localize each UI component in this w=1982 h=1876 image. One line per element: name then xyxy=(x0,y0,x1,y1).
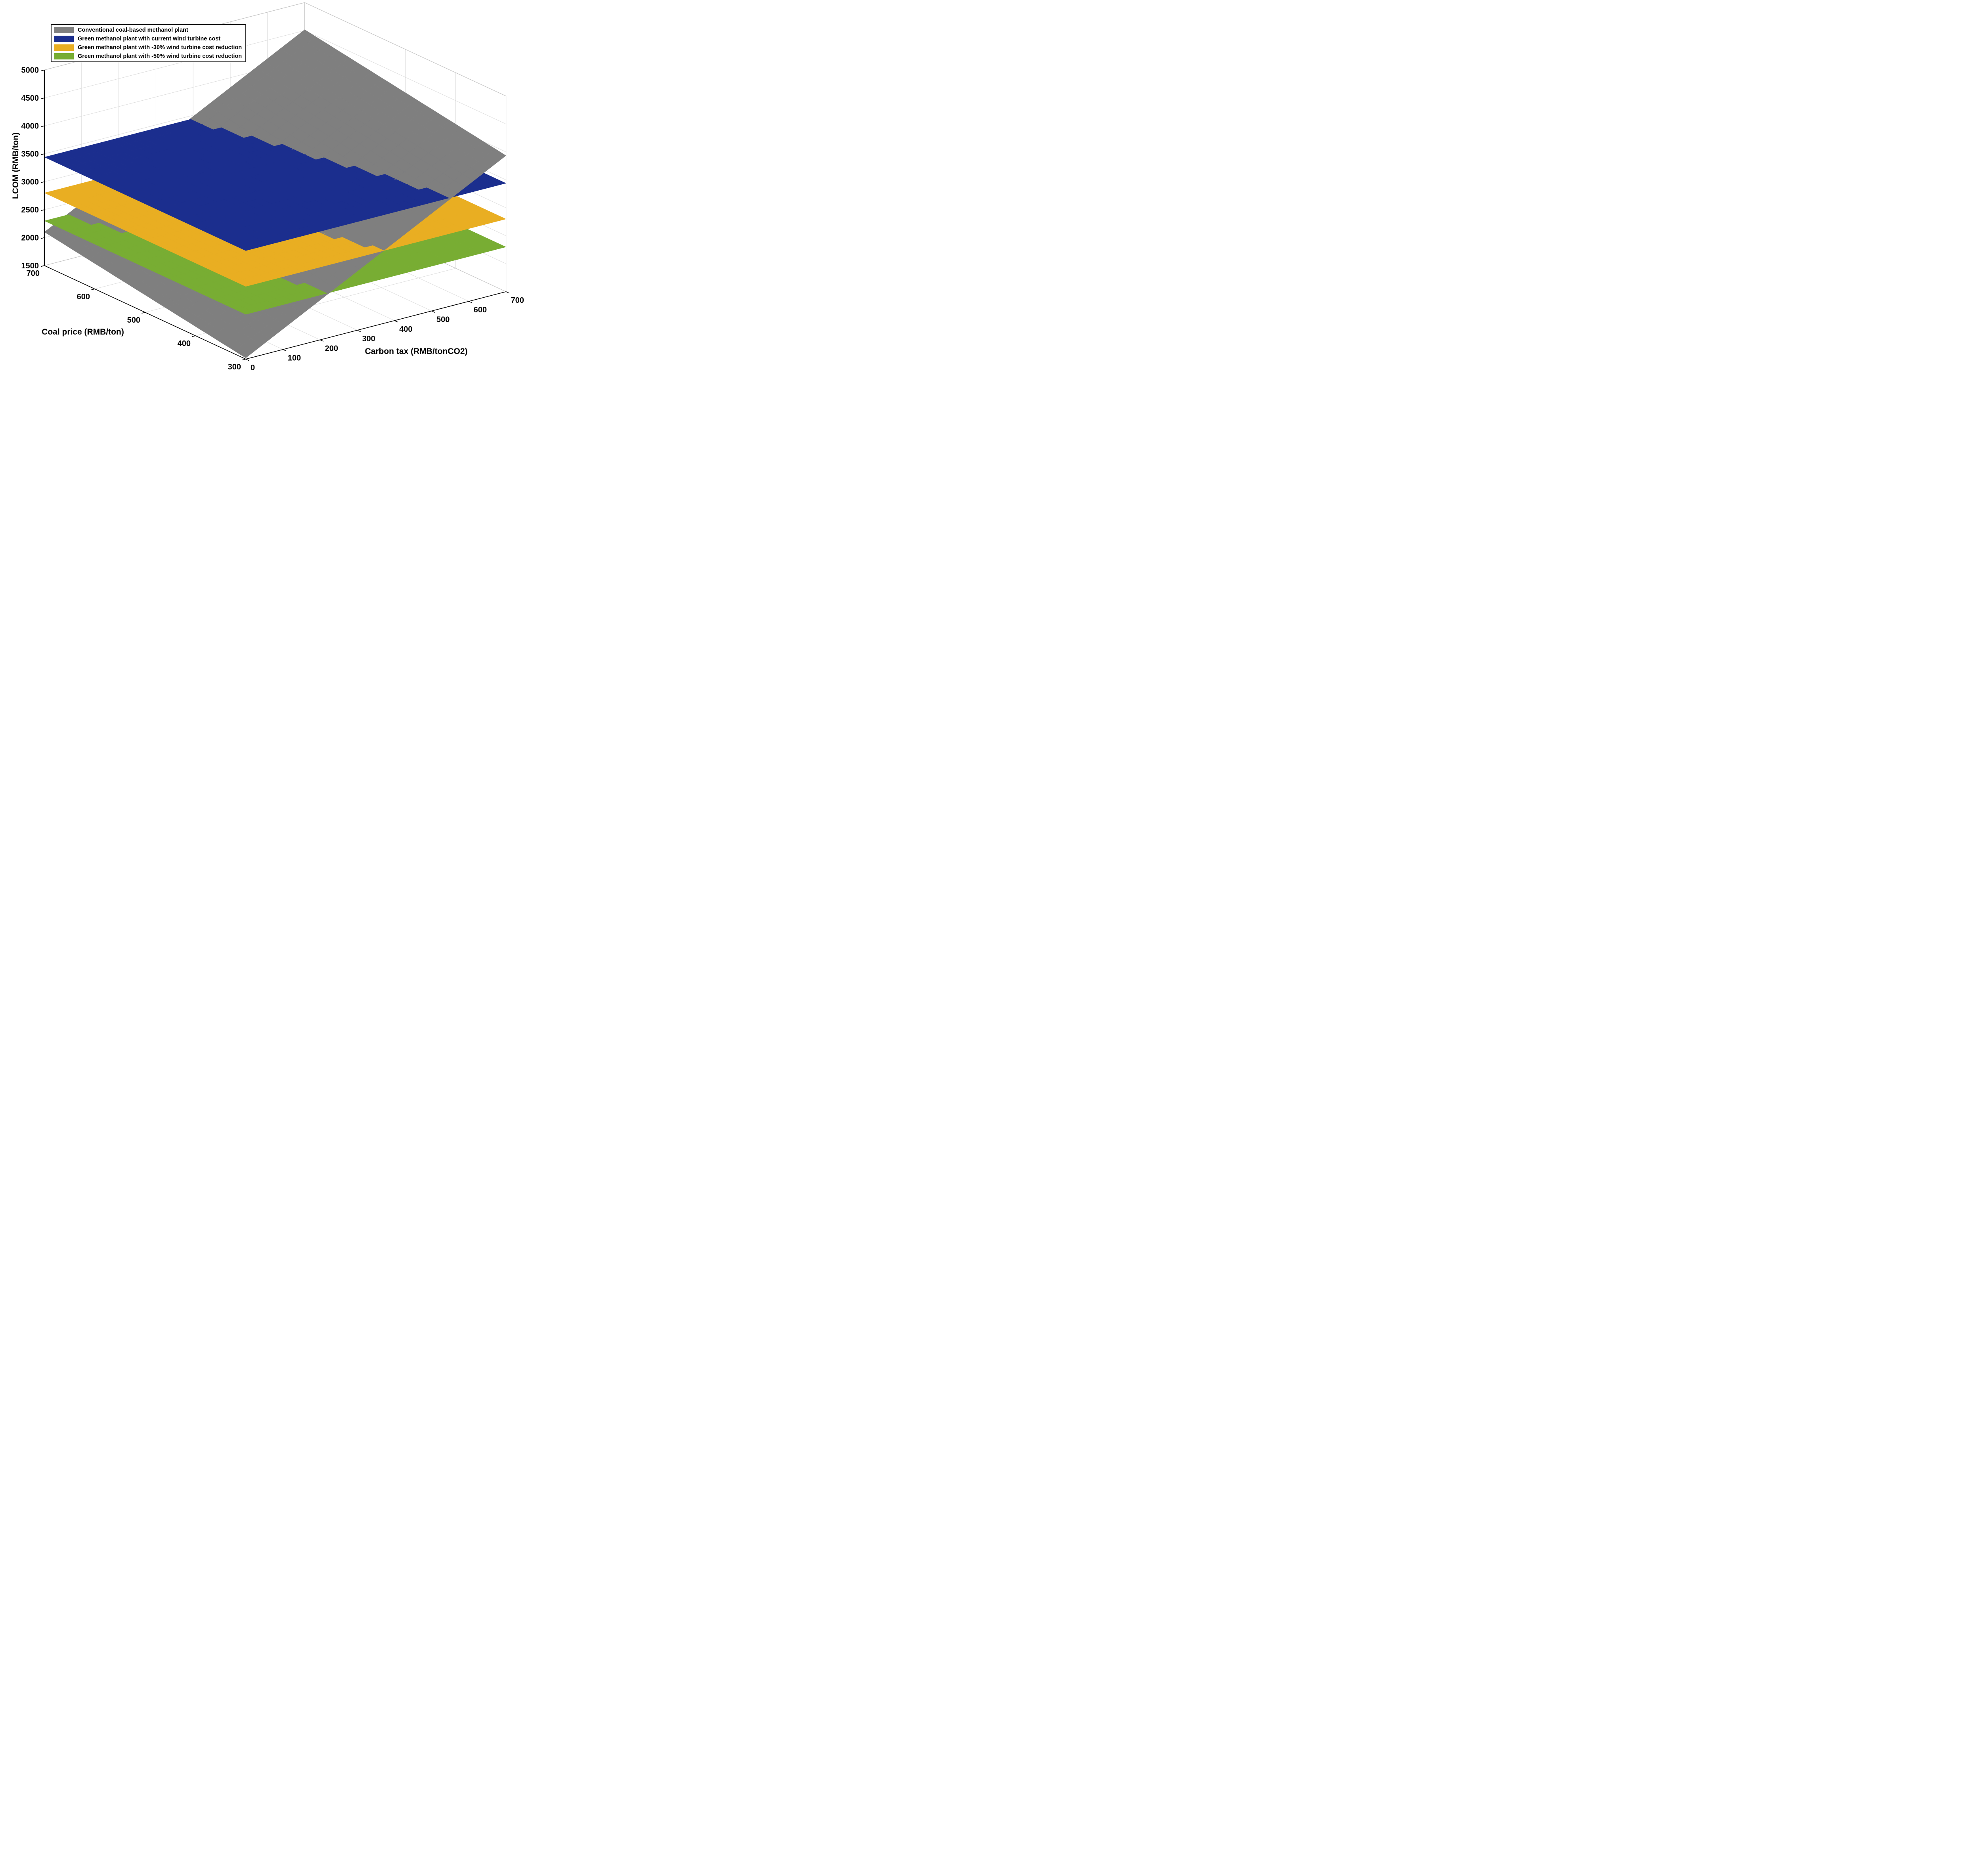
svg-text:1500: 1500 xyxy=(21,262,39,270)
legend-swatch-yellow xyxy=(54,44,74,51)
svg-text:300: 300 xyxy=(362,335,375,343)
legend-item: Green methanol plant with current wind t… xyxy=(52,35,245,43)
legend-item: Conventional coal-based methanol plant xyxy=(52,26,245,34)
svg-text:2500: 2500 xyxy=(21,206,39,214)
svg-text:700: 700 xyxy=(511,296,524,305)
surface-plot-canvas: 1500200025003000350040004500500030040050… xyxy=(11,2,524,373)
svg-text:0: 0 xyxy=(251,363,255,372)
surfaces xyxy=(44,29,507,358)
svg-text:Carbon tax (RMB/tonCO2): Carbon tax (RMB/tonCO2) xyxy=(365,347,468,356)
svg-text:3000: 3000 xyxy=(21,178,39,187)
legend-label: Green methanol plant with -50% wind turb… xyxy=(78,53,242,59)
svg-text:600: 600 xyxy=(77,293,90,301)
3d-surface-figure: 1500 2000 2500 3000 3500 4000 4500 5000 300 400 50… xyxy=(0,0,528,375)
svg-text:100: 100 xyxy=(288,354,301,363)
svg-text:300: 300 xyxy=(228,363,241,371)
legend-label: Green methanol plant with -30% wind turb… xyxy=(78,44,242,51)
legend-swatch-green xyxy=(54,53,74,59)
legend-item: Green methanol plant with -30% wind turb… xyxy=(52,44,245,52)
svg-text:500: 500 xyxy=(436,316,450,324)
svg-text:2000: 2000 xyxy=(21,234,39,243)
svg-text:5000: 5000 xyxy=(21,66,39,75)
svg-text:4500: 4500 xyxy=(21,94,39,103)
svg-text:700: 700 xyxy=(27,269,40,278)
legend-item: Green methanol plant with -50% wind turb… xyxy=(52,52,245,60)
svg-text:200: 200 xyxy=(325,344,338,353)
svg-text:3500: 3500 xyxy=(21,150,39,159)
legend-label: Green methanol plant with current wind t… xyxy=(78,35,221,42)
svg-text:LCOM (RMB/ton): LCOM (RMB/ton) xyxy=(11,132,20,199)
svg-text:400: 400 xyxy=(178,339,191,348)
svg-text:4000: 4000 xyxy=(21,122,39,131)
svg-text:400: 400 xyxy=(399,325,412,334)
legend-label: Conventional coal-based methanol plant xyxy=(78,27,188,33)
svg-text:600: 600 xyxy=(474,306,487,314)
legend-swatch-blue xyxy=(54,36,74,42)
legend: Conventional coal-based methanol plant G… xyxy=(51,24,246,62)
axis-titles: Coal price (RMB/ton) Carbon tax (RMB/tonC… xyxy=(11,132,468,356)
legend-swatch-gray xyxy=(54,27,74,33)
axes: 1500200025003000350040004500500030040050… xyxy=(21,66,524,373)
svg-text:500: 500 xyxy=(127,316,140,325)
svg-text:Coal price (RMB/ton): Coal price (RMB/ton) xyxy=(42,327,124,337)
